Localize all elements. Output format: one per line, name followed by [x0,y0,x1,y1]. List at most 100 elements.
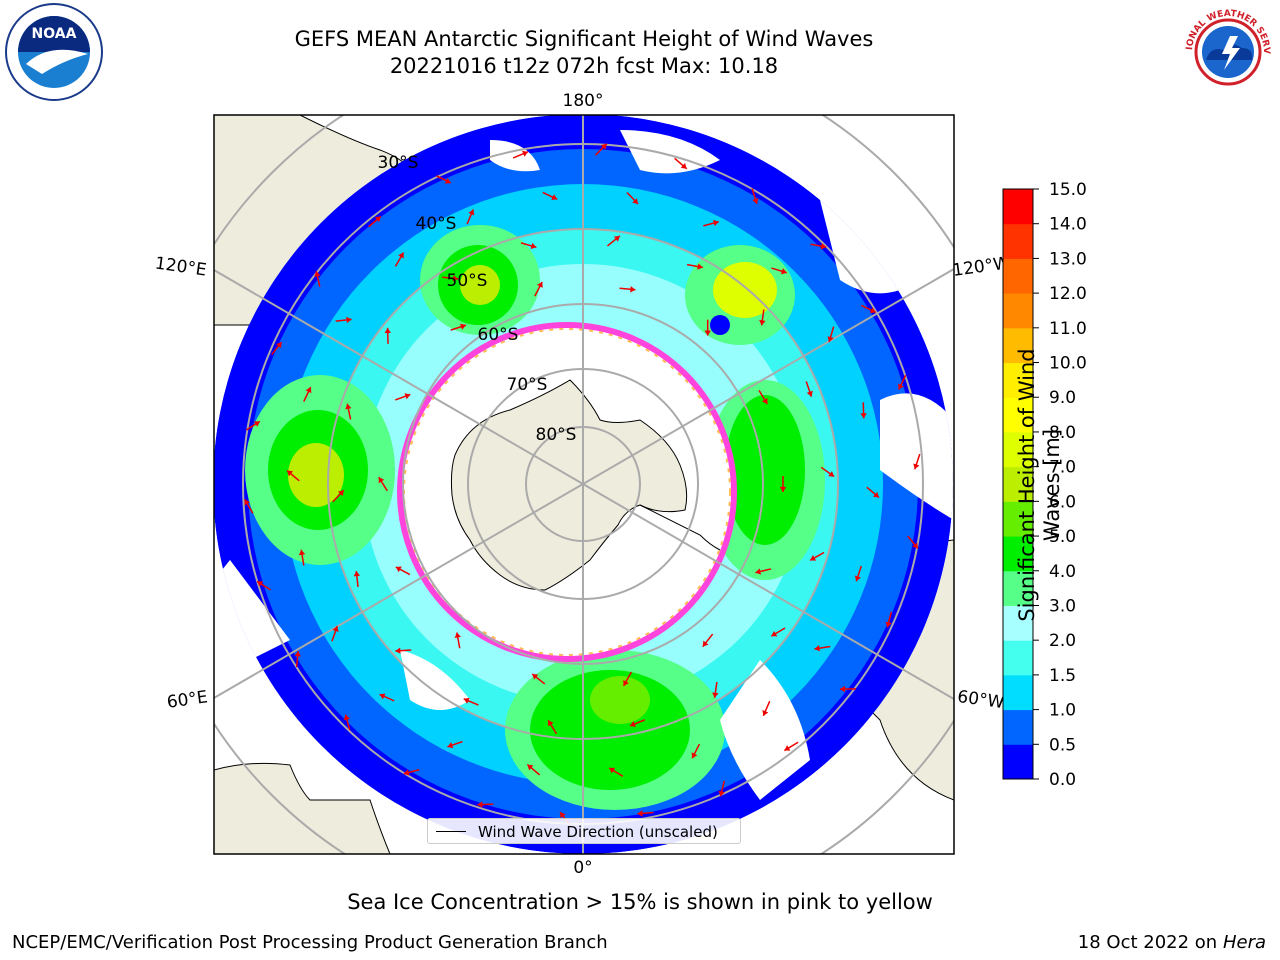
lon-label-120e: 120°E [154,254,208,281]
colorbar-tick-label: 4.0 [1049,562,1076,582]
lat-label-80s: 80°S [536,425,577,445]
wave-direction-arrow [531,673,546,685]
colorbar-tick-label: 10.0 [1049,354,1087,374]
wave-direction-arrow [450,323,467,331]
colorbar-tick-label: 2.0 [1049,631,1076,651]
lat-label-70s: 70°S [507,375,548,395]
wave-direction-arrow [820,466,835,478]
colorbar-segment [1003,466,1033,502]
wave-direction-arrow [343,714,351,731]
wave-direction-arrow [303,386,312,402]
wave-direction-arrow [762,700,771,717]
wave-direction-arrow [542,191,558,201]
wave-direction-arrow [622,671,633,687]
wave-direction-arrow [827,326,835,343]
colorbar-tick-label: 13.0 [1049,249,1087,269]
wave-direction-arrow [885,611,893,628]
wave-direction-arrow [298,549,306,566]
lon-label-60w: 60°W [956,687,1005,713]
footer-credit: NCEP/EMC/Verification Post Processing Pr… [12,932,608,953]
wave-direction-arrow [637,810,654,817]
wave-direction-arrow [854,565,862,582]
wave-direction-arrow [608,767,624,777]
graticule [214,115,954,854]
wave-direction-arrow [454,632,461,649]
legend-label: Wind Wave Direction (unscaled) [478,823,718,841]
colorbar-tick-label: 9.0 [1049,388,1076,408]
colorbar-segment [1003,674,1033,711]
wave-direction-arrow [907,535,919,550]
colorbar-tick-label: 12.0 [1049,284,1087,304]
colorbar-segment [1003,431,1033,468]
wave-direction-arrow [314,271,321,288]
lon-label-60e: 60°E [166,687,209,712]
wave-direction-arrow [520,242,537,249]
wave-direction-arrow [898,374,907,390]
wave-direction-arrow [447,740,463,749]
colorbar: 0.0 0.5 1.0 1.5 2.0 3.0 4.0 5.0 6.0 7.0 8.0 9.0 10.0… [1002,180,1087,790]
colorbar-segment [1003,327,1033,364]
footer-date-text: 18 Oct 2022 on [1077,932,1223,953]
wave-direction-arrow [332,489,345,503]
wave-direction-arrow [860,402,867,419]
lat-label-40s: 40°S [416,214,457,234]
wave-direction-arrow [839,685,856,693]
wave-direction-arrow [547,719,558,735]
lon-label-0: 0° [573,858,592,878]
wave-direction-arrow [594,143,608,156]
lon-label-180: 180° [563,91,604,111]
wave-direction-arrow [814,645,831,652]
colorbar-tick-label: 0.5 [1049,735,1076,755]
lon-label-120w: 120°W [951,253,1011,281]
lat-label-60s: 60°S [478,325,519,345]
colorbar-tick-label: 0.0 [1049,770,1076,790]
colorbar-segment [1003,570,1033,606]
lat-label-50s: 50°S [447,271,488,291]
wave-direction-arrow [758,389,768,405]
colorbar-tick-label: 1.0 [1049,701,1076,721]
wave-direction-arrow [403,769,420,776]
wave-direction-arrow [394,252,405,267]
wave-direction-arrow [810,242,827,250]
footer-date: 18 Oct 2022 on Hera [1078,932,1266,953]
wind-wave-arrows [244,143,921,826]
wave-direction-arrow [286,469,300,482]
wave-direction-arrow [674,157,688,170]
wave-direction-arrow [691,743,701,759]
wave-direction-arrow [294,651,301,668]
wave-direction-arrow [703,219,719,227]
colorbar-tick-label: 15.0 [1049,180,1087,200]
colorbar-segment [1003,189,1033,225]
chart-title: GEFS MEAN Antarctic Significant Height o… [294,27,874,51]
wave-direction-arrow [534,281,543,297]
wave-direction-arrow [244,499,254,514]
wave-direction-arrow [331,625,339,642]
colorbar-tick-label: 7.0 [1049,458,1076,478]
colorbar-segment [1003,640,1033,676]
colorbar-border [1002,188,1034,780]
wave-direction-arrow [466,209,475,225]
colorbar-segment [1003,709,1033,745]
wave-direction-arrow [771,267,788,275]
wave-direction-arrow [606,235,621,247]
map-frame [213,114,955,855]
colorbar-segment [1003,744,1033,780]
colorbar-segment [1003,362,1033,398]
latitude-labels: 30°S 40°S 50°S 60°S 70°S 80°S [378,153,577,445]
colorbar-tick-label: 3.0 [1049,596,1076,616]
legend-line-sample [436,831,466,832]
wave-direction-arrow [629,719,646,727]
wave-direction-arrow [784,741,799,752]
wave-direction-arrow [702,633,714,648]
colorbar-segment [1003,397,1033,433]
wave-direction-arrow [861,304,877,314]
wave-direction-arrow [751,188,759,205]
lat-label-30s: 30°S [378,153,419,173]
wave-direction-arrow [770,627,786,637]
wave-direction-arrow [379,693,395,702]
wave-direction-arrow [335,316,352,324]
colorbar-segment [1003,223,1033,259]
wave-direction-arrow [526,764,541,776]
wave-direction-arrow [626,191,639,205]
wave-direction-arrow [256,580,271,591]
